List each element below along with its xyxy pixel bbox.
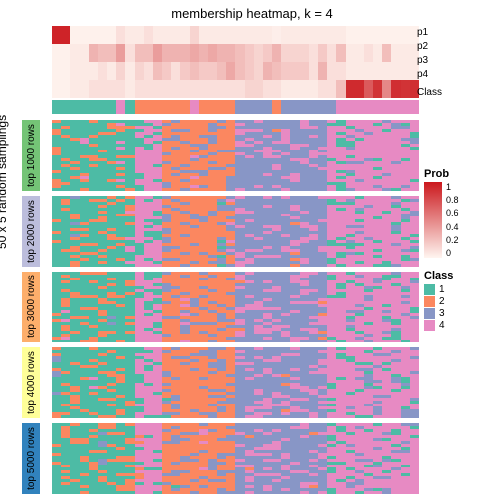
row-block: top 2000 rows	[22, 196, 40, 267]
class-legend-items: 1234	[424, 284, 498, 331]
row-block-labels: top 1000 rows top 2000 rows top 3000 rows t…	[22, 120, 40, 494]
row-block: top 1000 rows	[22, 120, 40, 191]
prob-legend-title: Prob	[424, 168, 498, 180]
prob-gradient	[424, 182, 442, 258]
class-bar	[52, 100, 419, 114]
row-block: top 3000 rows	[22, 272, 40, 343]
main-heatmap	[52, 120, 419, 494]
probability-heatmap	[52, 26, 419, 98]
y-axis-label: 50 x 5 random samplings	[0, 115, 9, 249]
row-block: top 5000 rows	[22, 423, 40, 494]
prob-ticks: 10.80.60.40.20	[446, 182, 459, 258]
class-legend-title: Class	[424, 270, 498, 282]
prob-row-labels: p1p2p3p4Class	[417, 26, 442, 100]
row-block: top 4000 rows	[22, 347, 40, 418]
chart-title: membership heatmap, k = 4	[0, 0, 504, 21]
legend: Prob 10.80.60.40.20 Class 1234	[424, 168, 498, 332]
